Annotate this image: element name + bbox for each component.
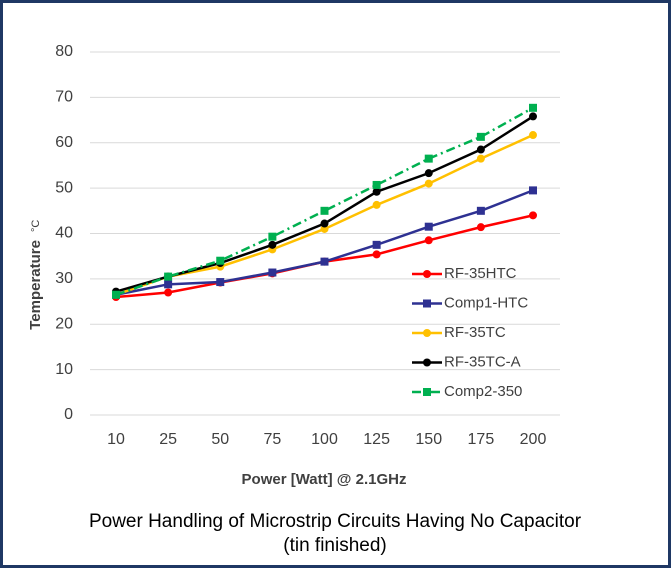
x-tick-label: 10 bbox=[107, 431, 125, 448]
y-tick-label: 80 bbox=[55, 43, 73, 60]
y-tick-label: 30 bbox=[55, 270, 73, 287]
x-tick-label: 125 bbox=[363, 431, 390, 448]
legend-label: RF-35TC bbox=[444, 324, 506, 341]
y-axis-label: Temperature bbox=[27, 240, 44, 330]
marker bbox=[320, 206, 329, 215]
marker bbox=[320, 219, 329, 228]
y-tick-label: 70 bbox=[55, 89, 73, 106]
marker bbox=[476, 223, 485, 232]
marker bbox=[216, 256, 225, 265]
marker bbox=[424, 169, 433, 178]
legend-marker bbox=[423, 299, 431, 308]
x-tick-label: 150 bbox=[415, 431, 442, 448]
legend-label: Comp1-HTC bbox=[444, 294, 528, 311]
marker bbox=[268, 240, 277, 249]
x-tick-label: 175 bbox=[468, 431, 495, 448]
marker bbox=[164, 288, 173, 297]
marker bbox=[424, 236, 433, 245]
y-tick-label: 50 bbox=[55, 179, 73, 196]
marker bbox=[476, 206, 485, 215]
marker bbox=[424, 154, 433, 163]
marker bbox=[164, 280, 173, 289]
x-tick-label: 200 bbox=[520, 431, 547, 448]
marker bbox=[476, 145, 485, 154]
marker bbox=[476, 132, 485, 141]
marker bbox=[372, 187, 381, 196]
x-tick-label: 75 bbox=[263, 431, 281, 448]
marker bbox=[216, 278, 225, 287]
legend-marker bbox=[423, 329, 431, 337]
marker bbox=[372, 240, 381, 249]
marker bbox=[529, 186, 537, 195]
legend-label: RF-35HTC bbox=[444, 265, 517, 282]
marker bbox=[372, 200, 381, 209]
marker bbox=[112, 290, 120, 299]
legend-label: Comp2-350 bbox=[444, 383, 522, 400]
marker bbox=[372, 180, 381, 189]
marker bbox=[529, 112, 537, 121]
marker bbox=[529, 103, 537, 112]
x-tick-label: 100 bbox=[311, 431, 338, 448]
y-tick-label: 10 bbox=[55, 361, 73, 378]
y-tick-label: 60 bbox=[55, 134, 73, 151]
legend-label: RF-35TC-A bbox=[444, 353, 521, 370]
marker bbox=[372, 250, 381, 259]
caption: (tin finished) bbox=[283, 535, 387, 556]
y-axis-unit: °C bbox=[30, 220, 42, 232]
legend-marker bbox=[423, 358, 431, 367]
caption: Power Handling of Microstrip Circuits Ha… bbox=[89, 511, 582, 532]
marker bbox=[529, 131, 537, 140]
marker bbox=[424, 222, 433, 231]
y-tick-label: 20 bbox=[55, 315, 73, 332]
y-tick-label: 0 bbox=[64, 406, 73, 423]
y-tick-label: 40 bbox=[55, 225, 73, 242]
marker bbox=[268, 232, 277, 241]
marker bbox=[268, 268, 277, 277]
x-axis-label: Power [Watt] @ 2.1GHz bbox=[242, 471, 407, 488]
marker bbox=[476, 154, 485, 163]
marker bbox=[164, 272, 173, 281]
legend-marker bbox=[423, 388, 431, 396]
x-tick-label: 25 bbox=[159, 431, 177, 448]
legend-marker bbox=[423, 270, 431, 278]
x-tick-label: 50 bbox=[211, 431, 229, 448]
marker bbox=[424, 179, 433, 188]
marker bbox=[320, 257, 329, 266]
marker bbox=[529, 211, 537, 220]
